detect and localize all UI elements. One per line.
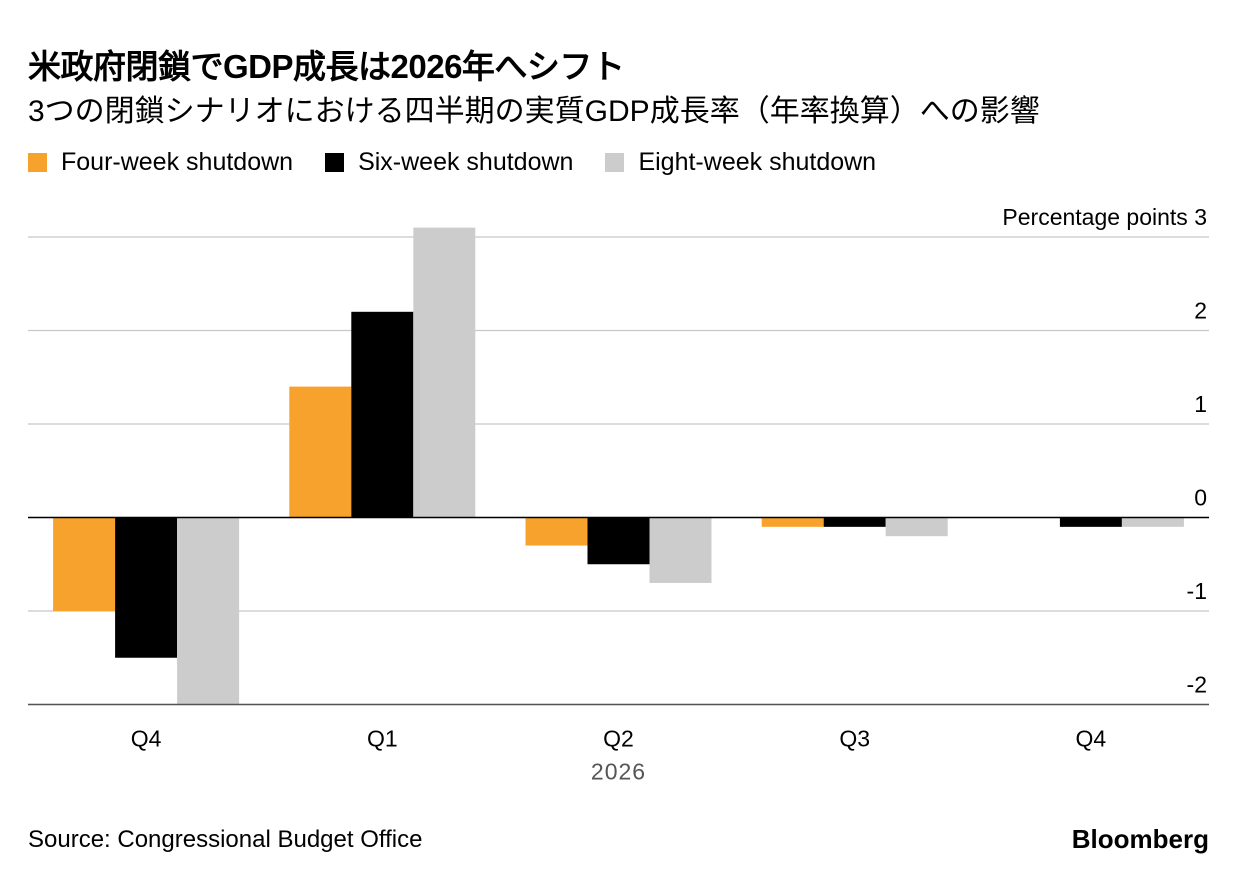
y-tick-label-3: Percentage points 3 [1002, 204, 1207, 230]
bar-six-week-shutdown-3 [823, 517, 886, 527]
bar-four-week-shutdown-1 [289, 386, 352, 518]
bar-eight-week-shutdown-0 [177, 517, 240, 705]
bar-chart: -2 -1 0 1 2 Percentage points 3 Q4 Q1 Q2 Q3 Q4 2026 [28, 204, 1209, 785]
y-tick-label-0: 0 [1194, 485, 1207, 511]
y-tick-label-2: 2 [1194, 298, 1207, 324]
legend-label-six-week: Six-week shutdown [358, 148, 574, 176]
bar-eight-week-shutdown-4 [1121, 517, 1184, 527]
legend-label-eight-week: Eight-week shutdown [638, 148, 877, 176]
x-tick-label-3: Q3 [839, 726, 870, 752]
x-tick-label-2: Q2 [603, 726, 634, 752]
legend-item-eight-week: Eight-week shutdown [605, 148, 876, 177]
bar-six-week-shutdown-4 [1059, 517, 1122, 527]
legend-swatch-eight-week [605, 153, 625, 172]
bar-eight-week-shutdown-3 [885, 517, 948, 537]
legend-item-four-week: Four-week shutdown [28, 148, 293, 177]
bar-four-week-shutdown-0 [53, 517, 116, 611]
legend-label-four-week: Four-week shutdown [61, 148, 294, 176]
y-tick-label-1: 1 [1194, 391, 1207, 417]
x-tick-label-0: Q4 [131, 726, 162, 752]
bar-eight-week-shutdown-1 [413, 227, 476, 518]
chart-title: 米政府閉鎖でGDP成長は2026年へシフト [28, 48, 625, 85]
x-year-label: 2026 [591, 759, 646, 785]
legend-item-six-week: Six-week shutdown [325, 148, 573, 177]
bar-six-week-shutdown-0 [115, 517, 178, 658]
y-tick-label--1: -1 [1187, 578, 1207, 604]
x-tick-label-1: Q1 [367, 726, 398, 752]
bar-four-week-shutdown-3 [761, 517, 824, 527]
bar-six-week-shutdown-2 [587, 517, 650, 565]
bar-four-week-shutdown-2 [525, 517, 588, 546]
legend-swatch-four-week [28, 153, 47, 172]
legend-swatch-six-week [325, 153, 345, 172]
bar-six-week-shutdown-1 [351, 311, 414, 518]
bar-eight-week-shutdown-2 [649, 517, 712, 583]
source-note: Source: Congressional Budget Office [28, 826, 423, 853]
legend: Four-week shutdown Six-week shutdown Eig… [28, 148, 908, 177]
brand-logo: Bloomberg [1071, 824, 1209, 854]
x-tick-label-4: Q4 [1076, 726, 1107, 752]
chart-subtitle: 3つの閉鎖シナリオにおける四半期の実質GDP成長率（年率換算）への影響 [28, 95, 1040, 128]
y-tick-label--2: -2 [1187, 672, 1207, 698]
